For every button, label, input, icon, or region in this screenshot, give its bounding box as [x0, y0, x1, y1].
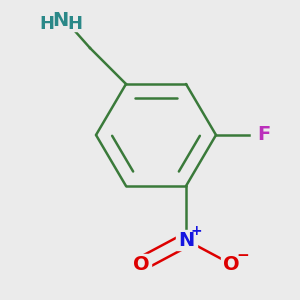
Bar [176, 230, 197, 250]
Bar [130, 254, 152, 274]
Text: N: N [52, 11, 68, 31]
Text: H: H [68, 15, 82, 33]
Text: O: O [133, 254, 149, 274]
Text: H: H [39, 15, 54, 33]
Text: F: F [257, 125, 271, 145]
Text: −: − [236, 248, 249, 262]
Bar [220, 254, 242, 274]
Text: +: + [190, 224, 202, 238]
Text: N: N [178, 230, 194, 250]
Text: O: O [223, 254, 239, 274]
Bar [48, 11, 84, 31]
Bar [254, 125, 274, 145]
